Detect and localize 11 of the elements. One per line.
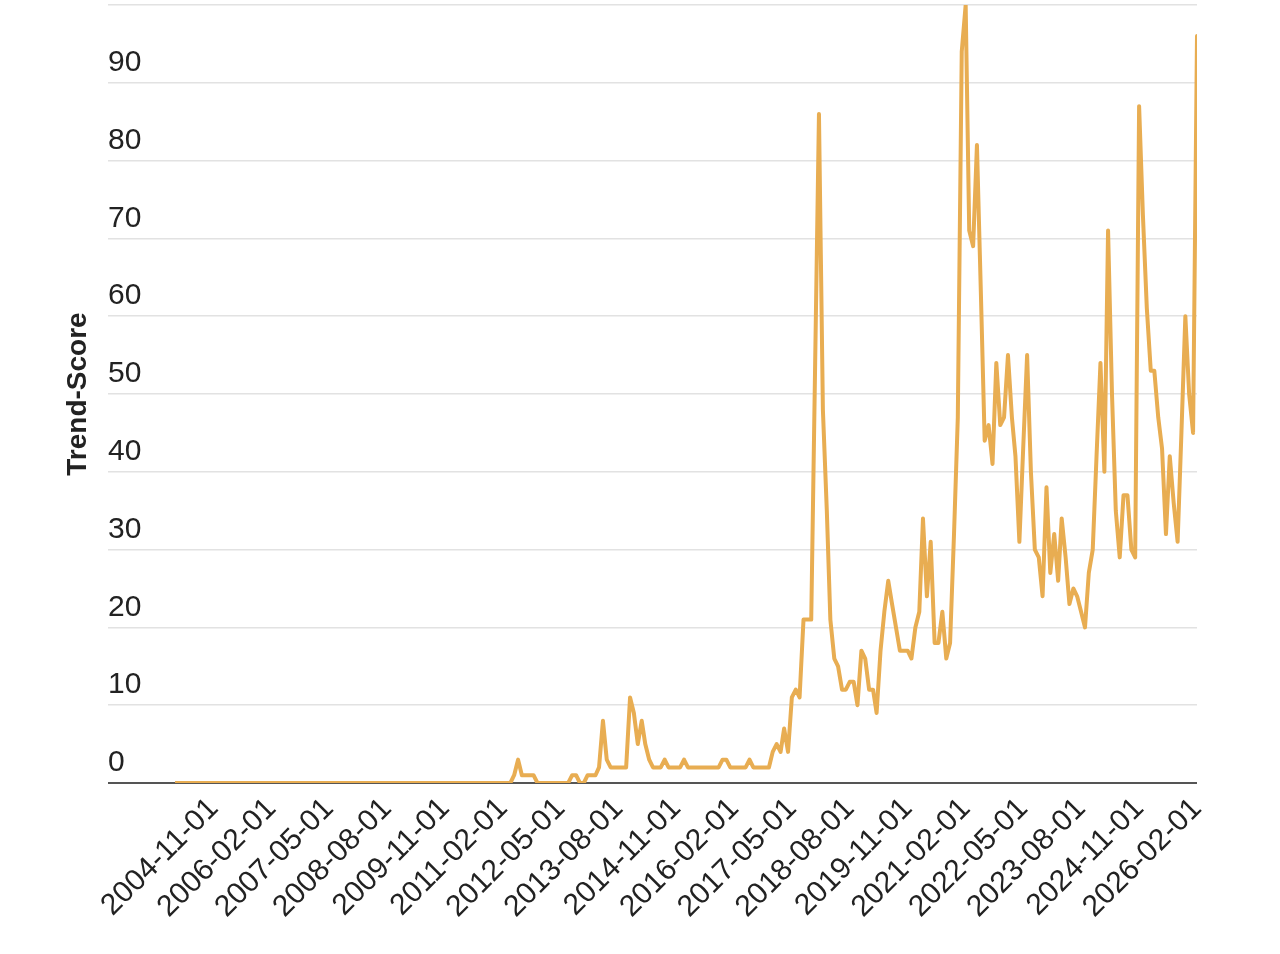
y-tick-label: 60 xyxy=(108,277,142,311)
y-tick-label: 10 xyxy=(108,666,142,700)
y-tick-label: 30 xyxy=(108,510,142,544)
y-tick-label: 0 xyxy=(108,744,125,778)
y-tick-label: 20 xyxy=(108,588,142,622)
y-tick-label: 50 xyxy=(108,355,142,389)
y-tick-label: 80 xyxy=(108,121,142,155)
y-axis-title: Trend-Score xyxy=(60,312,92,476)
y-tick-label: 70 xyxy=(108,199,142,233)
y-tick-label: 40 xyxy=(108,433,142,467)
y-tick-label: 90 xyxy=(108,44,142,78)
